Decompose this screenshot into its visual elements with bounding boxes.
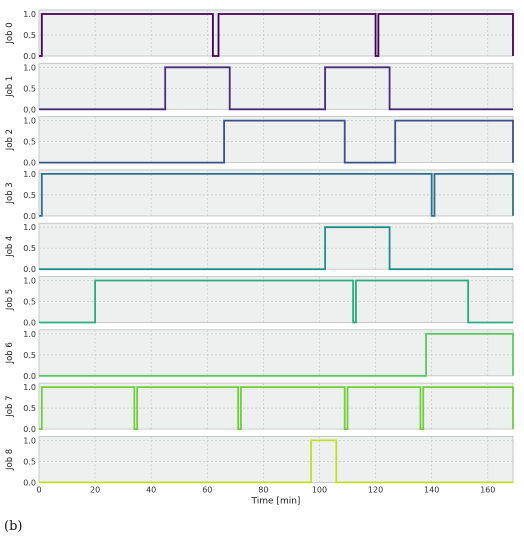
- y-tick-label: 0.0: [23, 52, 36, 61]
- x-tick-label: 160: [480, 485, 495, 494]
- figure-caption: (b): [4, 519, 23, 534]
- x-tick-label: 0: [36, 485, 41, 494]
- series-line-job-0: [39, 13, 514, 57]
- y-axis-label-job-5: Job 5: [5, 289, 15, 311]
- y-tick-label: 0.5: [23, 457, 36, 466]
- series-line-job-4: [39, 226, 513, 271]
- panel-background: [38, 382, 514, 430]
- y-axis-label-job-3: Job 3: [5, 182, 15, 204]
- y-tick-label: 0.0: [23, 425, 36, 434]
- y-tick-label: 1.0: [23, 223, 36, 232]
- y-tick-label: 1.0: [23, 277, 36, 286]
- y-axis-label-job-4: Job 4: [5, 236, 15, 258]
- y-tick-label: 0.0: [23, 212, 36, 221]
- series-line-job-7: [39, 386, 514, 430]
- y-tick-label: 0.5: [23, 244, 36, 253]
- y-tick-label: 0.0: [23, 319, 36, 328]
- x-axis-label: Time [min]: [251, 496, 301, 506]
- panel-background: [38, 9, 514, 57]
- job-schedule-figure: 0.0 0.5 1.0 Job 0 0.0 0.5 1.0 Job 1 0.0 0.5 1.0 Job…: [5, 9, 514, 506]
- panel-background: [38, 116, 514, 163]
- x-tick-label: 140: [424, 485, 439, 494]
- series-line-job-2: [39, 119, 514, 164]
- y-tick-label: 0.5: [23, 351, 36, 360]
- y-tick-label: 0.5: [23, 31, 36, 40]
- y-tick-label: 1.0: [23, 170, 36, 179]
- y-tick-label: 0.0: [23, 372, 36, 381]
- y-axis-label-job-7: Job 7: [5, 395, 15, 417]
- series-line-job-5: [39, 279, 513, 324]
- y-axis-label-job-1: Job 1: [5, 76, 15, 98]
- series-line-job-6: [39, 332, 514, 377]
- y-axis-label-job-2: Job 2: [5, 129, 15, 151]
- series-line-job-1: [39, 66, 513, 111]
- y-tick-label: 0.5: [23, 404, 36, 413]
- y-axis-label-job-6: Job 6: [5, 342, 15, 364]
- x-tick-label: 120: [368, 485, 383, 494]
- y-tick-label: 0.0: [23, 105, 36, 114]
- x-tick-label: 60: [202, 485, 212, 494]
- y-tick-label: 0.0: [23, 478, 36, 487]
- panel-background: [38, 435, 514, 483]
- panel-background: [38, 329, 514, 377]
- y-tick-label: 0.0: [23, 159, 36, 168]
- y-tick-label: 1.0: [23, 63, 36, 72]
- x-tick-label: 40: [146, 485, 156, 494]
- panel-background: [38, 276, 514, 323]
- y-tick-label: 1.0: [23, 117, 36, 126]
- y-tick-label: 0.5: [23, 84, 36, 93]
- y-tick-label: 1.0: [23, 436, 36, 445]
- y-tick-label: 1.0: [23, 383, 36, 392]
- y-tick-label: 0.0: [23, 265, 36, 274]
- y-axis-label-job-8: Job 8: [5, 449, 15, 471]
- y-tick-label: 0.5: [23, 298, 36, 307]
- panel-background: [38, 62, 514, 110]
- y-tick-label: 0.5: [23, 191, 36, 200]
- x-tick-label: 100: [312, 485, 327, 494]
- series-line-job-8: [39, 439, 513, 484]
- panel-background: [38, 169, 514, 217]
- panel-background: [38, 222, 514, 270]
- x-tick-label: 20: [90, 485, 100, 494]
- series-line-job-3: [39, 173, 514, 217]
- x-tick-label: 80: [258, 485, 268, 494]
- y-tick-label: 1.0: [23, 10, 36, 19]
- y-tick-label: 1.0: [23, 330, 36, 339]
- y-axis-label-job-0: Job 0: [5, 22, 15, 44]
- y-tick-label: 0.5: [23, 138, 36, 147]
